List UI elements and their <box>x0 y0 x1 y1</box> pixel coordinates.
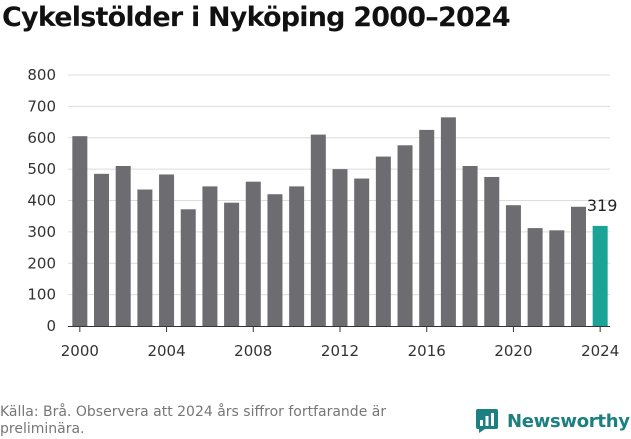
x-tick-label: 2020 <box>494 342 532 360</box>
x-tick-label: 2008 <box>234 342 272 360</box>
x-tick-label: 2016 <box>408 342 446 360</box>
x-tick-label: 2004 <box>147 342 185 360</box>
y-tick-label: 200 <box>27 254 56 272</box>
bar-2010 <box>289 186 305 326</box>
bar-2006 <box>202 186 218 326</box>
bar-2018 <box>462 165 478 326</box>
bar-2001 <box>94 173 110 326</box>
x-tick-label: 2000 <box>61 342 99 360</box>
bar-2023 <box>570 206 586 326</box>
newsworthy-logo-icon <box>476 409 498 433</box>
bar-2005 <box>180 209 196 326</box>
bar-2011 <box>310 134 326 326</box>
y-axis-ticks: 0 100 200 300 400 500 600 700 800 <box>27 66 56 335</box>
bar-2008 <box>245 181 261 326</box>
x-tick-label: 2012 <box>321 342 359 360</box>
bar-2014 <box>375 156 391 326</box>
chart-title: Cykelstölder i Nyköping 2000–2024 <box>2 2 511 33</box>
y-tick-label: 600 <box>27 129 56 147</box>
bar-2002 <box>115 165 131 326</box>
x-axis-ticks: 2000 2004 2008 2012 2016 2020 2024 <box>61 326 619 360</box>
brand-name: Newsworthy <box>507 410 630 432</box>
bar-2022 <box>549 230 565 326</box>
brand-logo[interactable]: Newsworthy <box>475 408 630 434</box>
bars <box>72 117 608 326</box>
bar-2009 <box>267 194 283 326</box>
y-tick-label: 500 <box>27 160 56 178</box>
source-note: Källa: Brå. Observera att 2024 års siffr… <box>0 404 387 437</box>
data-labels: 319 <box>587 196 618 215</box>
y-tick-label: 800 <box>27 66 56 84</box>
y-tick-label: 100 <box>27 286 56 304</box>
bar-2019 <box>484 176 500 326</box>
bar-2016 <box>419 129 435 326</box>
bar-2000 <box>72 136 88 326</box>
y-tick-label: 300 <box>27 223 56 241</box>
bar-2004 <box>159 174 175 326</box>
bar-2012 <box>332 169 348 326</box>
bar-2021 <box>527 228 543 326</box>
bar-2020 <box>505 205 521 326</box>
bar-2017 <box>440 117 456 326</box>
bar-2007 <box>224 202 240 326</box>
y-tick-label: 700 <box>27 97 56 115</box>
bar-2013 <box>354 178 370 326</box>
y-tick-label: 0 <box>46 317 56 335</box>
bar-2015 <box>397 145 413 326</box>
bar-2003 <box>137 189 153 326</box>
y-tick-label: 400 <box>27 192 56 210</box>
highlight-value-label: 319 <box>587 196 618 215</box>
bar-2024 <box>592 225 608 326</box>
x-tick-label: 2024 <box>581 342 619 360</box>
